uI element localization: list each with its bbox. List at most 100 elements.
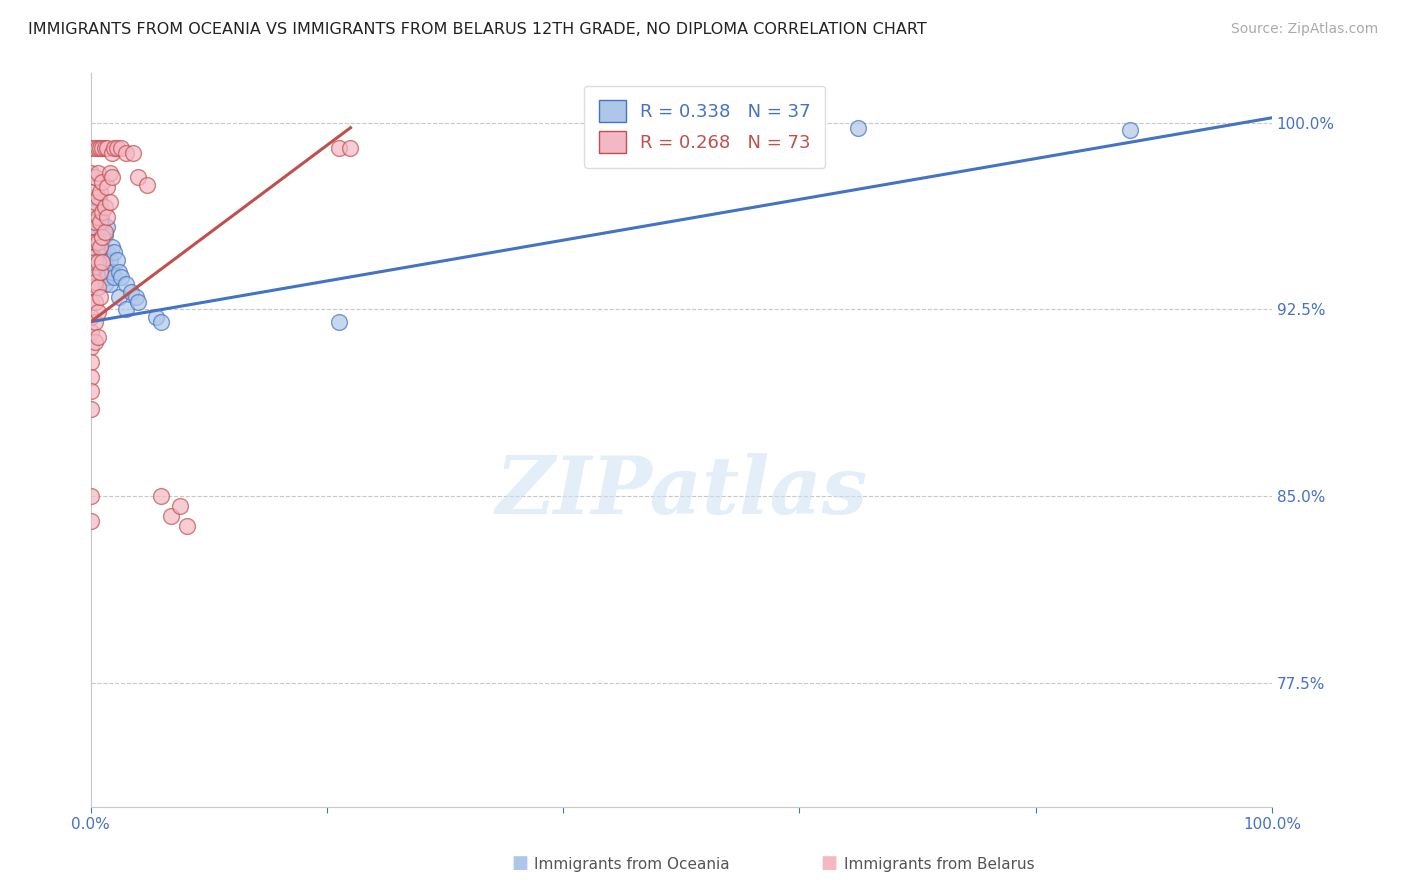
Point [89, 290, 111, 304]
Point [110, 140, 132, 154]
Point [84, 140, 107, 154]
Point [91, 230, 114, 244]
Point [105, 140, 128, 154]
Point [79, 235, 101, 249]
Point [108, 265, 131, 279]
Point [79, 294, 101, 309]
Point [89, 215, 111, 229]
Point [79, 250, 101, 264]
Point [86, 305, 108, 319]
Point [101, 145, 124, 160]
Point [79, 310, 101, 324]
Point [91, 265, 114, 279]
Point [169, 499, 191, 513]
Point [98, 277, 121, 292]
Point [115, 145, 138, 160]
Point [91, 205, 114, 219]
Point [89, 220, 111, 235]
Point [108, 290, 131, 304]
Point [86, 165, 108, 179]
Point [89, 265, 111, 279]
Text: ZIPatlas: ZIPatlas [495, 452, 868, 530]
Point [115, 277, 138, 292]
Point [84, 190, 107, 204]
Point [328, 315, 350, 329]
Point [79, 140, 101, 154]
Point [79, 165, 101, 179]
Point [79, 220, 101, 235]
Point [84, 275, 107, 289]
Point [86, 190, 108, 204]
Text: IMMIGRANTS FROM OCEANIA VS IMMIGRANTS FROM BELARUS 12TH GRADE, NO DIPLOMA CORREL: IMMIGRANTS FROM OCEANIA VS IMMIGRANTS FR… [28, 22, 927, 37]
Point [145, 310, 167, 324]
Point [176, 518, 198, 533]
Point [124, 290, 146, 304]
Point [339, 140, 361, 154]
Text: Source: ZipAtlas.com: Source: ZipAtlas.com [1230, 22, 1378, 37]
Point [79, 186, 101, 200]
Point [120, 285, 142, 299]
Point [84, 235, 107, 249]
Point [84, 294, 107, 309]
Point [103, 270, 125, 285]
Point [84, 195, 107, 210]
Point [848, 120, 870, 135]
Point [86, 140, 108, 154]
Point [79, 340, 101, 354]
Point [86, 260, 108, 274]
Point [98, 252, 121, 267]
Point [127, 294, 149, 309]
Point [89, 186, 111, 200]
Point [96, 270, 118, 285]
Point [328, 140, 350, 154]
Point [89, 195, 111, 210]
Text: Immigrants from Belarus: Immigrants from Belarus [844, 857, 1035, 872]
Point [86, 211, 108, 225]
Point [91, 215, 114, 229]
Point [79, 384, 101, 399]
Point [96, 180, 118, 194]
Point [94, 277, 117, 292]
Point [91, 140, 114, 154]
Point [1119, 123, 1142, 137]
Point [91, 176, 114, 190]
Point [79, 369, 101, 384]
Point [101, 265, 124, 279]
Point [79, 215, 101, 229]
Text: Immigrants from Oceania: Immigrants from Oceania [534, 857, 730, 872]
Point [79, 265, 101, 279]
Point [89, 240, 111, 254]
Point [96, 211, 118, 225]
Point [84, 220, 107, 235]
Point [96, 245, 118, 260]
Point [94, 227, 117, 242]
Point [98, 195, 121, 210]
Legend: R = 0.338   N = 37, R = 0.268   N = 73: R = 0.338 N = 37, R = 0.268 N = 73 [585, 86, 825, 168]
Point [94, 200, 117, 214]
Point [79, 325, 101, 339]
Point [79, 489, 101, 503]
Point [160, 508, 183, 523]
Point [84, 255, 107, 269]
Point [103, 140, 125, 154]
Point [79, 401, 101, 416]
Point [79, 205, 101, 219]
Point [110, 270, 132, 285]
Point [94, 225, 117, 239]
Point [86, 235, 108, 249]
Point [79, 354, 101, 368]
Point [79, 514, 101, 528]
Point [84, 315, 107, 329]
Point [86, 235, 108, 249]
Point [150, 315, 173, 329]
Point [115, 302, 138, 317]
Point [101, 170, 124, 185]
Point [105, 252, 128, 267]
Point [103, 245, 125, 260]
Point [86, 280, 108, 294]
Point [136, 178, 159, 192]
Point [101, 240, 124, 254]
Point [96, 140, 118, 154]
Point [84, 215, 107, 229]
Point [84, 334, 107, 349]
